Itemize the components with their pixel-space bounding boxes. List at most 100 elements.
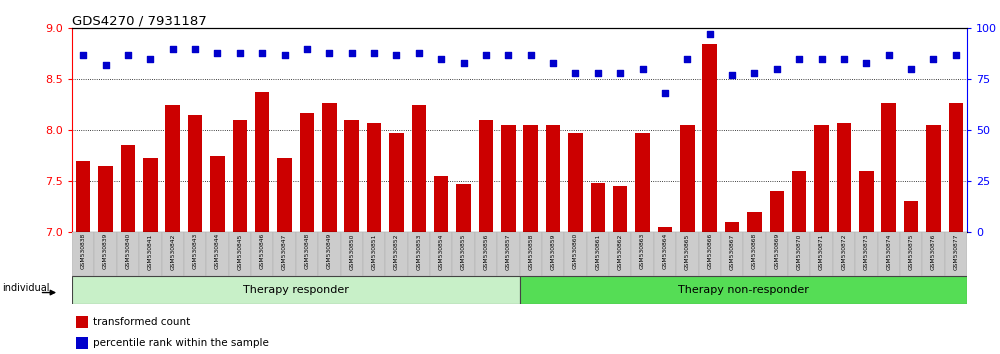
Text: GSM530866: GSM530866 [707,233,712,269]
Point [724,72,740,78]
Text: GSM530863: GSM530863 [640,233,645,269]
Bar [900,232,922,276]
Text: GSM530871: GSM530871 [819,233,824,270]
Text: GSM530847: GSM530847 [282,233,287,270]
Text: percentile rank within the sample: percentile rank within the sample [93,338,269,348]
Point [321,50,337,56]
Text: GSM530854: GSM530854 [439,233,444,270]
Bar [591,183,605,232]
Text: GSM530875: GSM530875 [909,233,914,270]
Text: GSM530845: GSM530845 [237,233,242,270]
Bar [743,232,766,276]
Bar [408,232,430,276]
Text: GSM530864: GSM530864 [662,233,667,269]
Text: Therapy responder: Therapy responder [243,285,349,295]
Point [679,56,695,62]
Bar [389,133,404,232]
Bar [296,232,318,276]
Point [232,50,248,56]
Text: GSM530872: GSM530872 [841,233,846,270]
Bar [654,232,676,276]
Text: GSM530852: GSM530852 [394,233,399,270]
Point [98,62,114,68]
Bar [117,232,139,276]
Point [881,52,897,58]
Text: GSM530846: GSM530846 [260,233,265,269]
Bar [98,166,113,232]
Point [411,50,427,56]
Text: GSM530868: GSM530868 [752,233,757,269]
Bar [698,232,721,276]
Bar [814,125,829,232]
Text: GSM530862: GSM530862 [618,233,623,270]
Bar [878,232,900,276]
Bar [587,232,609,276]
Point [478,52,494,58]
Bar [631,232,654,276]
Point [366,50,382,56]
Point [120,52,136,58]
Text: GSM530861: GSM530861 [595,233,600,270]
Bar [72,232,94,276]
Bar [904,201,918,232]
Bar [788,232,810,276]
Bar [206,232,229,276]
Text: GSM530842: GSM530842 [170,233,175,270]
Bar [340,232,363,276]
Point [500,52,516,58]
Bar [251,232,273,276]
Bar [658,227,672,232]
Bar [792,171,806,232]
Text: GSM530840: GSM530840 [125,233,130,269]
Point [814,56,830,62]
Text: GSM530839: GSM530839 [103,233,108,269]
Bar [676,232,698,276]
Bar [926,125,941,232]
Bar [702,44,717,232]
Text: GSM530853: GSM530853 [416,233,421,270]
Point [948,52,964,58]
Bar [609,232,631,276]
Bar [613,186,627,232]
Point [635,66,651,72]
Bar [770,191,784,232]
Text: GSM530874: GSM530874 [886,233,891,270]
Point [165,46,181,52]
Bar [255,92,269,232]
Bar [452,232,475,276]
Bar [833,232,855,276]
Bar [680,125,695,232]
Bar [76,316,88,328]
Text: Therapy non-responder: Therapy non-responder [678,285,809,295]
Text: GDS4270 / 7931187: GDS4270 / 7931187 [72,14,207,27]
Bar [810,232,833,276]
Bar [184,232,206,276]
Bar [945,232,967,276]
Bar [210,155,225,232]
Point [456,60,472,66]
Bar [501,125,516,232]
Text: GSM530855: GSM530855 [461,233,466,270]
Bar [475,232,497,276]
Bar [520,276,967,304]
Text: individual: individual [2,283,50,293]
Bar [520,232,542,276]
Text: GSM530876: GSM530876 [931,233,936,270]
Point [858,60,874,66]
Text: GSM530870: GSM530870 [797,233,802,270]
Text: GSM530848: GSM530848 [304,233,309,269]
Bar [322,103,337,232]
Text: transformed count: transformed count [93,317,191,327]
Point [209,50,225,56]
Point [433,56,449,62]
Text: GSM530877: GSM530877 [953,233,958,270]
Bar [479,120,493,232]
Bar [922,232,945,276]
Point [344,50,360,56]
Bar [747,211,762,232]
Point [590,70,606,76]
Point [702,32,718,37]
Bar [456,184,471,232]
Point [187,46,203,52]
Bar [855,232,878,276]
